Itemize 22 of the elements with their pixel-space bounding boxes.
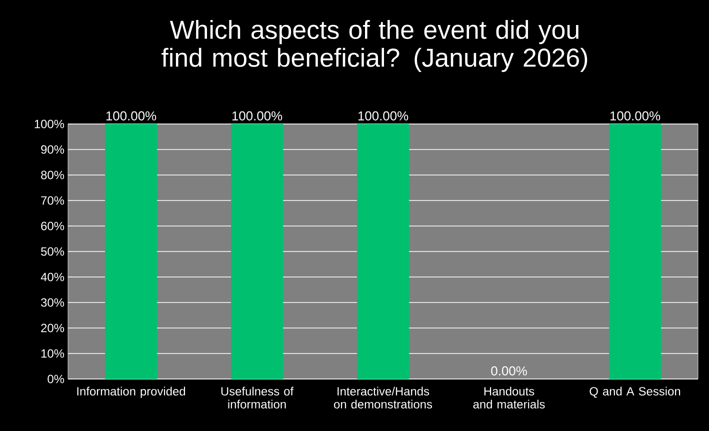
chart-title: Which aspects of the event did you find most beneficial? (January 2026) <box>162 20 588 72</box>
data-label: 100.00% <box>232 111 282 120</box>
y-tick-label: 30% <box>41 298 64 307</box>
x-tick-label: Usefulness of information <box>221 386 294 408</box>
y-tick-label: 20% <box>41 324 64 332</box>
data-label: 0.00% <box>491 366 527 376</box>
y-tick-label: 40% <box>40 272 64 282</box>
y-tick-label: 10% <box>41 349 64 358</box>
x-tick-label: Handouts and materials <box>473 386 545 408</box>
y-tick-label: 70% <box>41 196 64 205</box>
y-tick-label: 90% <box>41 145 64 154</box>
data-label: 100.00% <box>106 111 156 120</box>
x-tick-label: Q and A Session <box>590 386 680 398</box>
y-tick-label: 50% <box>41 247 64 256</box>
y-tick-label: 100% <box>34 120 64 128</box>
x-tick-label: Interactive/Hands on demonstrations <box>334 386 432 408</box>
data-label: 100.00% <box>610 111 660 120</box>
y-tick-label: 0% <box>48 374 64 384</box>
y-tick-label: 60% <box>41 222 64 230</box>
y-tick-label: 80% <box>41 170 64 180</box>
data-label: 100.00% <box>358 111 408 120</box>
x-tick-label: Information provided <box>77 386 186 398</box>
